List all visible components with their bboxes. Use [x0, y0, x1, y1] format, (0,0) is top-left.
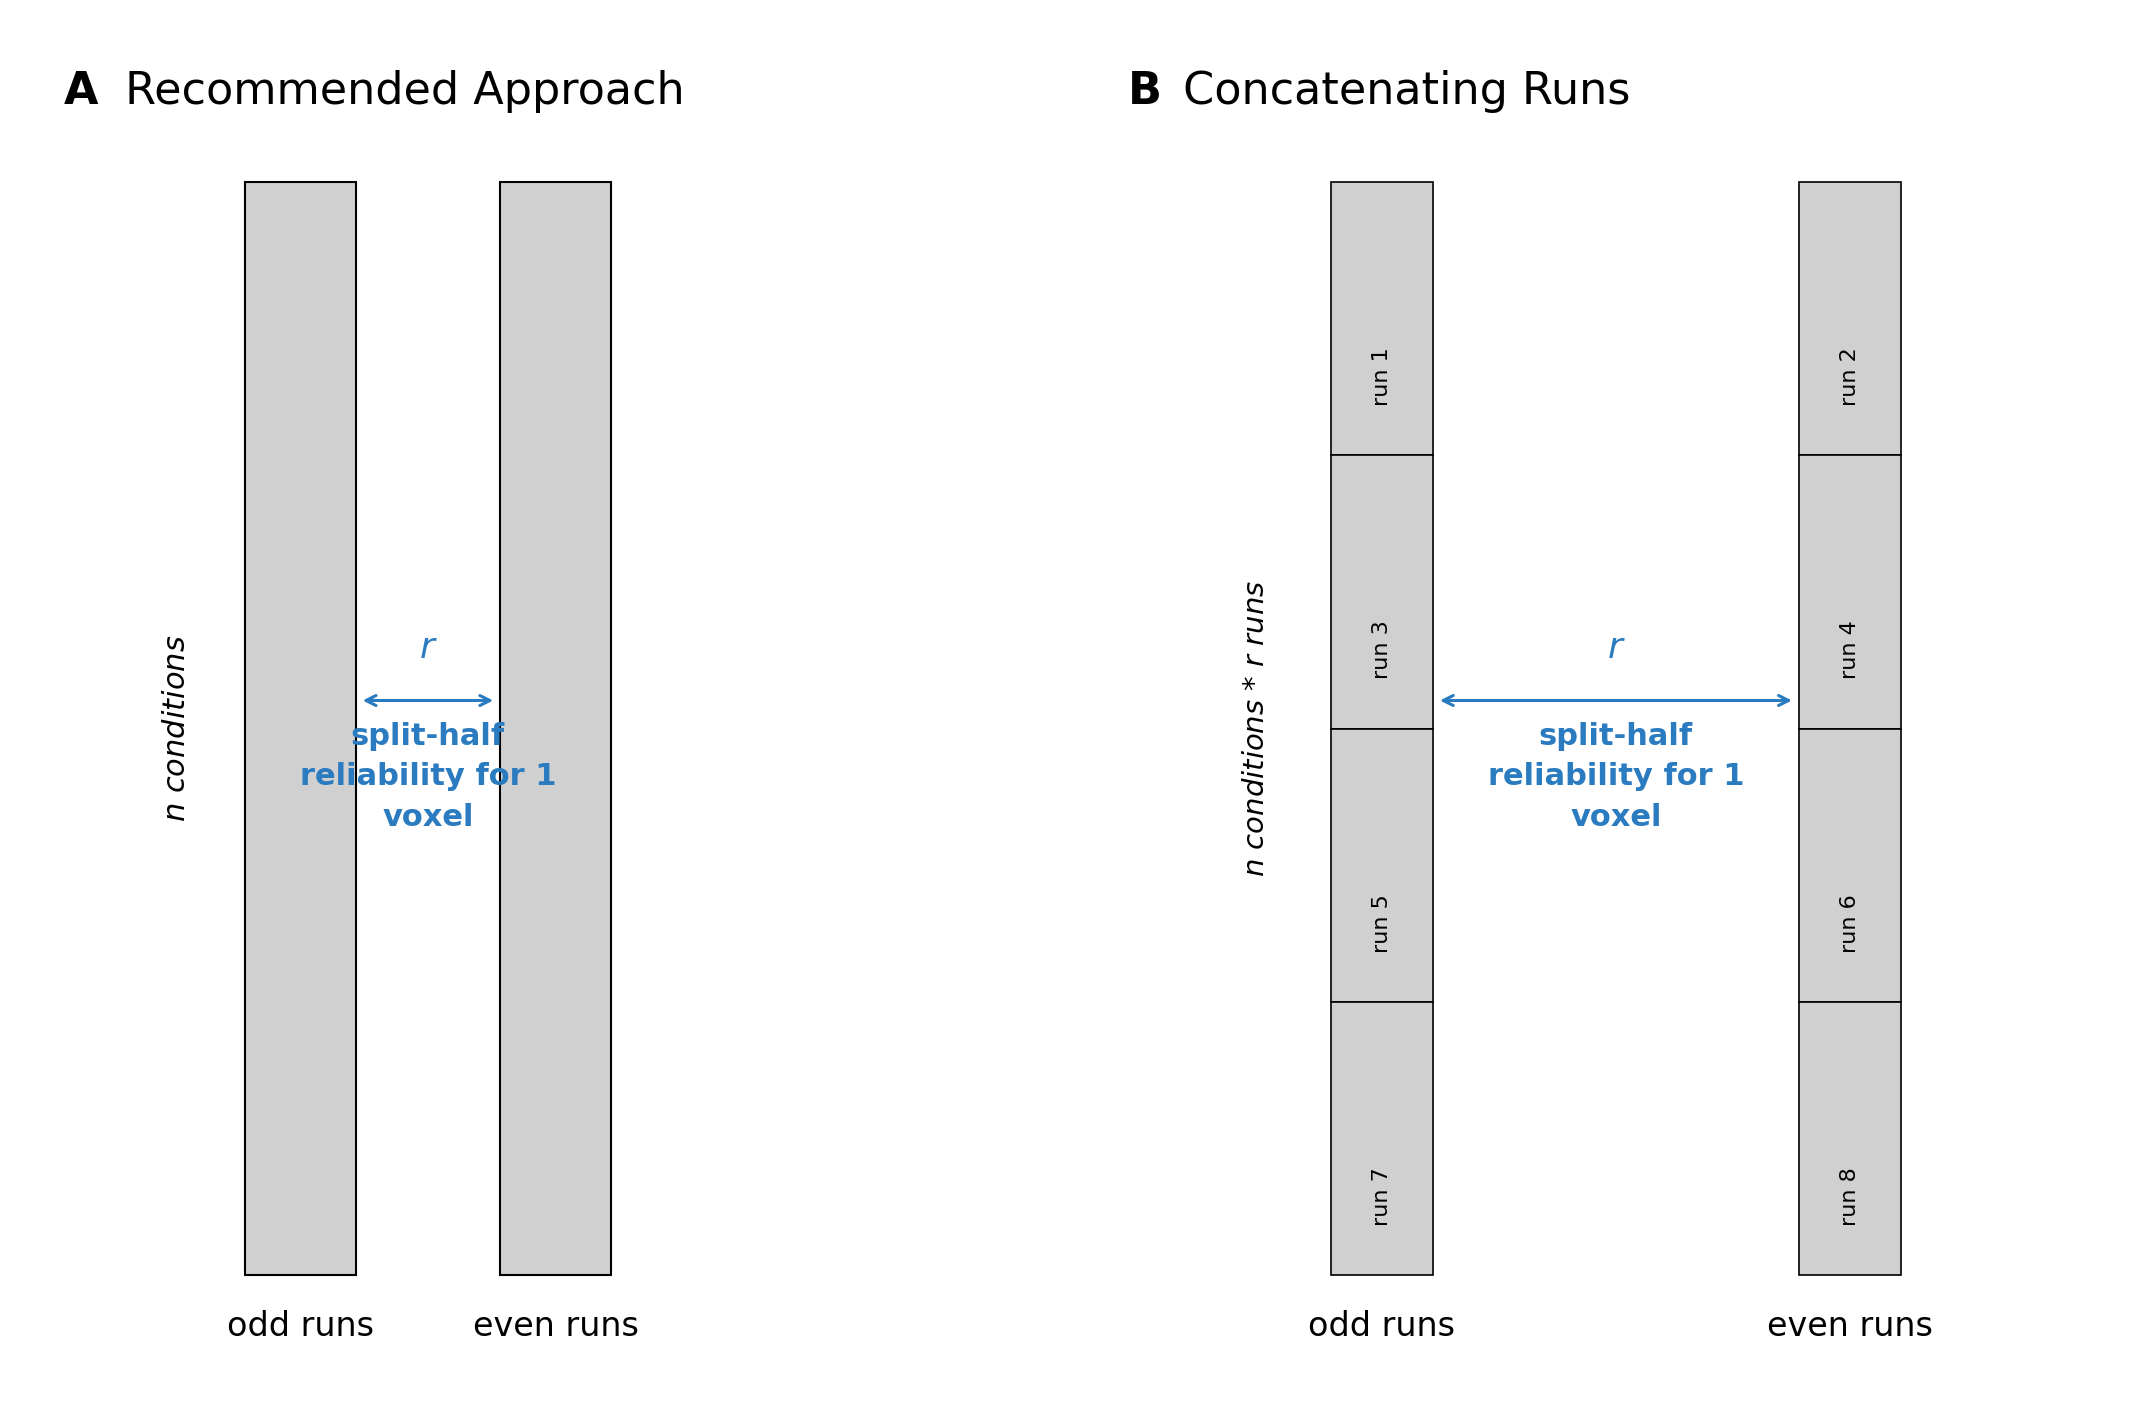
Text: run 8: run 8: [1839, 1167, 1861, 1226]
Bar: [1331, 1002, 1433, 1275]
Text: run 7: run 7: [1371, 1167, 1392, 1226]
Text: Recommended Approach: Recommended Approach: [111, 70, 683, 113]
Text: $r$: $r$: [1607, 632, 1624, 665]
Text: Concatenating Runs: Concatenating Runs: [1169, 70, 1631, 113]
Text: split-half
reliability for 1
voxel: split-half reliability for 1 voxel: [1488, 722, 1744, 832]
Text: even runs: even runs: [1767, 1310, 1933, 1344]
Text: run 4: run 4: [1839, 621, 1861, 679]
Text: run 1: run 1: [1371, 347, 1392, 406]
Text: run 2: run 2: [1839, 347, 1861, 406]
Text: run 5: run 5: [1371, 894, 1392, 953]
Text: run 6: run 6: [1839, 894, 1861, 953]
Text: split-half
reliability for 1
voxel: split-half reliability for 1 voxel: [300, 722, 556, 832]
Bar: [1799, 1002, 1901, 1275]
Text: run 3: run 3: [1371, 621, 1392, 679]
Bar: [1799, 182, 1901, 455]
Bar: [245, 182, 356, 1275]
Bar: [1799, 729, 1901, 1002]
Text: A: A: [64, 70, 98, 113]
Bar: [1799, 455, 1901, 729]
Text: even runs: even runs: [473, 1310, 639, 1344]
Bar: [1331, 182, 1433, 455]
Text: odd runs: odd runs: [226, 1310, 375, 1344]
Bar: [1331, 729, 1433, 1002]
Text: odd runs: odd runs: [1307, 1310, 1456, 1344]
Text: B: B: [1128, 70, 1162, 113]
Text: $n$ conditions * $r$ runs: $n$ conditions * $r$ runs: [1241, 580, 1271, 877]
Bar: [500, 182, 611, 1275]
Bar: [1331, 455, 1433, 729]
Text: $n$ conditions: $n$ conditions: [162, 635, 192, 822]
Text: $r$: $r$: [419, 632, 436, 665]
